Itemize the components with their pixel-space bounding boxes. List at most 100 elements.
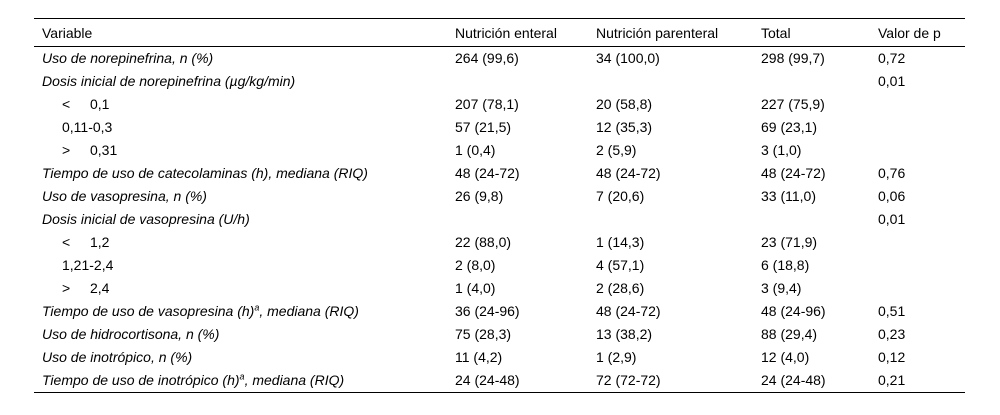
cell-parenteral — [588, 70, 753, 93]
cell-parenteral: 1 (14,3) — [596, 234, 645, 250]
cell-parenteral — [588, 208, 753, 231]
cell-p-value — [870, 277, 965, 300]
table-row: Tiempo de uso de vasopresina (h)a, media… — [34, 300, 965, 323]
header-total: Total — [753, 18, 870, 47]
table-row: Uso de hidrocortisona, n (%) 75 (28,3) 13 … — [34, 323, 965, 346]
cell-enteral: 57 (21,5) — [455, 119, 512, 135]
cell-p-value: 0,23 — [878, 326, 906, 342]
cell-total: 3 (9,4) — [761, 280, 802, 296]
cell-total: 48 (24-72) — [761, 165, 826, 181]
cell-p-value — [870, 254, 965, 277]
cell-enteral: 11 (4,2) — [455, 349, 503, 365]
cell-enteral: 264 (99,6) — [455, 50, 519, 67]
data-table: Variable Nutrición enteral Nutrición par… — [34, 18, 965, 393]
cell-total: 6 (18,8) — [761, 257, 810, 273]
table-row: Dosis inicial de norepinefrina (µg/kg/mi… — [34, 70, 965, 93]
variable-label: 0,11-0,3 — [62, 119, 113, 135]
cell-variable: Tiempo de uso de vasopresina (h)a, media… — [34, 300, 447, 323]
table-row: Uso de inotrópico, n (%) 11 (4,2) 1 (2,9) 1… — [34, 346, 965, 369]
cell-variable: >0,31 — [34, 139, 447, 162]
cell-total: 298 (99,7) — [761, 50, 825, 67]
cell-enteral: 1 (4,0) — [455, 280, 496, 296]
cell-total: 227 (75,9) — [761, 96, 825, 112]
variable-label: 2,4 — [90, 280, 110, 296]
cell-enteral: 1 (0,4) — [455, 142, 496, 158]
cell-enteral: 24 (24-48) — [447, 368, 588, 393]
variable-label: Dosis inicial de vasopresina (U/h) — [42, 211, 250, 227]
cell-enteral: 207 (78,1) — [455, 96, 519, 112]
cell-parenteral: 72 (72-72) — [588, 368, 753, 393]
variable-label-suffix: , mediana (RIQ) — [259, 303, 359, 319]
cell-parenteral: 34 (100,0) — [596, 50, 660, 67]
cell-p-value: 0,76 — [878, 165, 906, 181]
table-row: Tiempo de uso de catecolaminas (h), medi… — [34, 162, 965, 185]
variable-label: 1,2 — [90, 234, 110, 250]
cell-variable: 1,21-2,4 — [34, 254, 447, 277]
variable-label: 0,31 — [90, 142, 118, 158]
cell-enteral — [447, 70, 588, 93]
table-row: 0,11-0,3 57 (21,5) 12 (35,3) 69 (23,1) — [34, 116, 965, 139]
cell-variable: Uso de vasopresina, n (%) — [34, 185, 447, 208]
cell-total — [753, 208, 870, 231]
cell-p-value: 0,21 — [870, 368, 965, 393]
cell-p-value: 0,12 — [878, 349, 906, 365]
cell-p-value: 0,01 — [878, 211, 906, 227]
cell-p-value — [870, 93, 965, 116]
cell-parenteral: 20 (58,8) — [596, 96, 653, 112]
cell-variable: Dosis inicial de norepinefrina (µg/kg/mi… — [34, 70, 447, 93]
cell-total — [753, 70, 870, 93]
table-row: Uso de vasopresina, n (%) 26 (9,8) 7 (20,6… — [34, 185, 965, 208]
footnote-marker: a — [254, 302, 260, 313]
table-body: Uso de norepinefrina, n (%) 264 (99,6) 34 … — [34, 47, 965, 393]
table-row: 1,21-2,4 2 (8,0) 4 (57,1) 6 (18,8) — [34, 254, 965, 277]
variable-label: Uso de hidrocortisona, n (%) — [42, 326, 220, 342]
table-row: <0,1 207 (78,1) 20 (58,8) 227 (75,9) — [34, 93, 965, 116]
table-row: Uso de norepinefrina, n (%) 264 (99,6) 34 … — [34, 47, 965, 70]
variable-label: Uso de vasopresina, n (%) — [42, 188, 207, 204]
cell-enteral: 26 (9,8) — [455, 188, 504, 204]
variable-label: Uso de inotrópico, n (%) — [42, 349, 193, 365]
cell-p-value — [870, 116, 965, 139]
table-header: Variable Nutrición enteral Nutrición par… — [34, 18, 965, 47]
cell-variable: 0,11-0,3 — [34, 116, 447, 139]
variable-label: 0,1 — [90, 96, 110, 112]
cell-total: 24 (24-48) — [753, 368, 870, 393]
cell-parenteral: 13 (38,2) — [596, 326, 653, 342]
cell-parenteral: 4 (57,1) — [596, 257, 645, 273]
comparison-operator: > — [62, 142, 71, 158]
table-row: <1,2 22 (88,0) 1 (14,3) 23 (71,9) — [34, 231, 965, 254]
cell-variable: >2,4 — [34, 277, 447, 300]
variable-label: Dosis inicial de norepinefrina (µg/kg/mi… — [42, 73, 296, 89]
variable-label: Tiempo de uso de vasopresina (h) — [42, 303, 255, 319]
cell-total: 48 (24-96) — [761, 303, 826, 319]
cell-enteral: 75 (28,3) — [455, 326, 512, 342]
variable-label-suffix: , mediana (RIQ) — [244, 372, 345, 389]
cell-variable: Uso de inotrópico, n (%) — [34, 346, 447, 369]
cell-parenteral: 48 (24-72) — [596, 303, 661, 319]
variable-label: Tiempo de uso de inotrópico (h) — [42, 372, 240, 389]
variable-label: Tiempo de uso de catecolaminas (h), medi… — [42, 165, 368, 181]
table-row: Dosis inicial de vasopresina (U/h) 0,01 — [34, 208, 965, 231]
cell-parenteral: 2 (28,6) — [596, 280, 645, 296]
cell-p-value — [870, 231, 965, 254]
cell-enteral — [447, 208, 588, 231]
cell-variable: <1,2 — [34, 231, 447, 254]
cell-enteral: 2 (8,0) — [455, 257, 496, 273]
cell-variable: Tiempo de uso de catecolaminas (h), medi… — [34, 162, 447, 185]
cell-total: 69 (23,1) — [761, 119, 818, 135]
header-parenteral: Nutrición parenteral — [588, 18, 753, 47]
table-row: Tiempo de uso de inotrópico (h)a, median… — [34, 368, 965, 393]
cell-enteral: 48 (24-72) — [455, 165, 520, 181]
cell-parenteral: 48 (24-72) — [596, 165, 661, 181]
cell-parenteral: 12 (35,3) — [596, 119, 653, 135]
table-row: >2,4 1 (4,0) 2 (28,6) 3 (9,4) — [34, 277, 965, 300]
cell-total: 12 (4,0) — [761, 349, 810, 365]
cell-p-value: 0,06 — [878, 188, 906, 204]
header-p-value: Valor de p — [870, 18, 965, 47]
cell-parenteral: 7 (20,6) — [596, 188, 645, 204]
cell-variable: <0,1 — [34, 93, 447, 116]
variable-label: 1,21-2,4 — [62, 257, 114, 273]
cell-total: 3 (1,0) — [761, 142, 802, 158]
cell-p-value: 0,72 — [878, 50, 906, 67]
cell-enteral: 22 (88,0) — [455, 234, 512, 250]
